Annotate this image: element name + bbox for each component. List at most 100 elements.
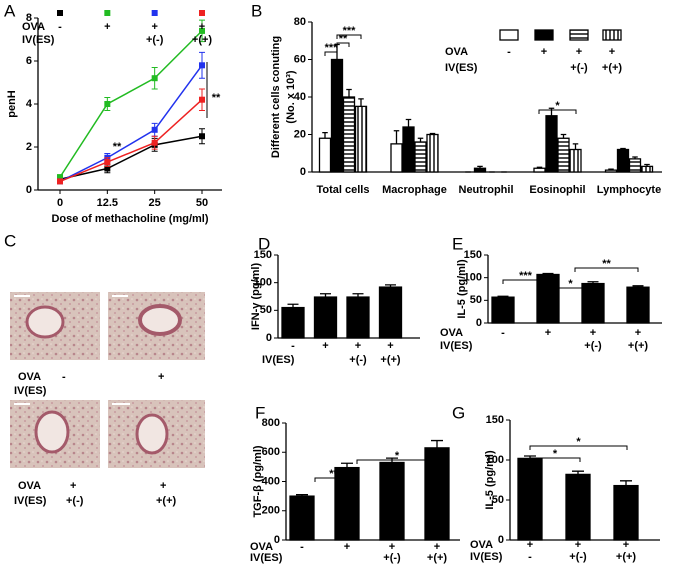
y-tick-label: 40: [294, 91, 306, 103]
marker: [199, 96, 205, 103]
marker: [104, 159, 111, 166]
bar: [613, 484, 639, 541]
significance-label: **: [212, 92, 221, 104]
airway: [25, 305, 65, 339]
group-label: +: [151, 21, 157, 33]
y-tick-label: 100: [254, 277, 272, 289]
bar: [346, 296, 370, 339]
panel-label: F: [255, 403, 265, 422]
y-tick-label: 50: [470, 294, 482, 306]
group-label: -: [300, 541, 304, 553]
airway: [135, 413, 169, 455]
group-label: +(+): [616, 551, 637, 563]
bar: [354, 105, 368, 173]
y-tick-label: 200: [262, 505, 280, 517]
error-bar: [632, 285, 644, 288]
y-tick-label: 600: [262, 446, 280, 458]
bar: [491, 296, 515, 324]
y-tick-label: 0: [498, 534, 504, 546]
significance-label: ***: [325, 42, 339, 54]
error-bar: [322, 131, 328, 139]
group-label: +: [344, 541, 350, 553]
error-bar: [385, 284, 396, 288]
marker: [199, 133, 205, 140]
group-label: -: [528, 551, 532, 563]
panel-label: E: [452, 234, 463, 253]
panel-label: B: [251, 1, 262, 20]
bar: [379, 461, 405, 541]
row-label: OVA: [250, 541, 273, 553]
significance-bracket: [547, 287, 594, 292]
bar: [318, 137, 332, 173]
row-label: OVA: [445, 46, 468, 58]
panel-label: D: [258, 234, 270, 253]
row-label: OVA: [18, 371, 41, 383]
y-axis-label: penH: [6, 90, 18, 118]
y-tick-label: 0: [476, 317, 482, 329]
bar: [533, 167, 546, 173]
y-tick-label: 0: [26, 184, 32, 196]
row-label: IV(ES): [262, 354, 295, 366]
row-label: IV(ES): [250, 552, 283, 564]
y-tick-label: 2: [26, 141, 32, 153]
significance-bracket: [336, 34, 362, 39]
bar: [390, 143, 403, 173]
key-swatch: [499, 29, 519, 41]
key-swatch: [199, 10, 205, 16]
significance-bracket: [529, 457, 581, 462]
bar: [557, 137, 570, 173]
group-label: +(-): [66, 495, 84, 507]
key-swatch: [602, 29, 622, 41]
error-bar: [560, 133, 567, 139]
bar: [604, 169, 618, 173]
y-tick-label: 4: [26, 98, 33, 110]
group-label: +(-): [349, 354, 367, 366]
x-axis-label: Dose of methacholine (mg/ml): [51, 213, 208, 225]
error-bar: [620, 147, 626, 150]
group-label: +(-): [383, 552, 401, 564]
error-bar: [417, 137, 424, 142]
group-label: -: [291, 340, 295, 352]
bar: [545, 115, 558, 173]
significance-label: *: [553, 448, 558, 460]
error-bar: [572, 470, 584, 475]
group-label: +(-): [584, 340, 602, 352]
group-label: +(+): [192, 34, 213, 46]
marker: [199, 27, 205, 34]
significance-label: *: [555, 100, 560, 112]
error-bar: [429, 132, 436, 135]
significance-label: **: [113, 141, 122, 153]
key-swatch: [104, 10, 111, 16]
significance-label: *: [568, 278, 573, 290]
group-label: +: [609, 46, 615, 58]
bar: [281, 306, 305, 339]
y-tick-label: 400: [262, 475, 280, 487]
key-swatch: [534, 29, 554, 41]
group-label: +(+): [427, 552, 448, 564]
y-tick-label: 0: [266, 332, 272, 344]
significance-label: *: [576, 436, 581, 448]
series-line: [59, 64, 203, 183]
bar: [517, 457, 543, 541]
group-label: -: [507, 46, 511, 58]
error-bar: [296, 494, 308, 497]
significance-bracket: [574, 267, 639, 272]
row-label: IV(ES): [440, 340, 473, 352]
y-tick-label: 6: [26, 55, 32, 67]
bar: [378, 286, 403, 339]
y-tick-label: 150: [254, 249, 272, 261]
error-bar: [548, 107, 555, 116]
series-line: [59, 135, 203, 180]
bar: [402, 126, 415, 173]
series-line: [59, 30, 203, 178]
group-label: +: [160, 480, 166, 492]
bar: [628, 158, 642, 173]
airway: [138, 304, 182, 336]
group-label: +: [434, 541, 440, 553]
y-axis-label: TGF-β (pg/ml): [252, 445, 264, 517]
y-tick-label: 60: [294, 53, 306, 65]
x-tick-label: 0: [57, 197, 63, 209]
x-tick-label: 50: [196, 197, 208, 209]
error-bar: [572, 143, 579, 150]
row-label: IV(ES): [470, 551, 503, 563]
